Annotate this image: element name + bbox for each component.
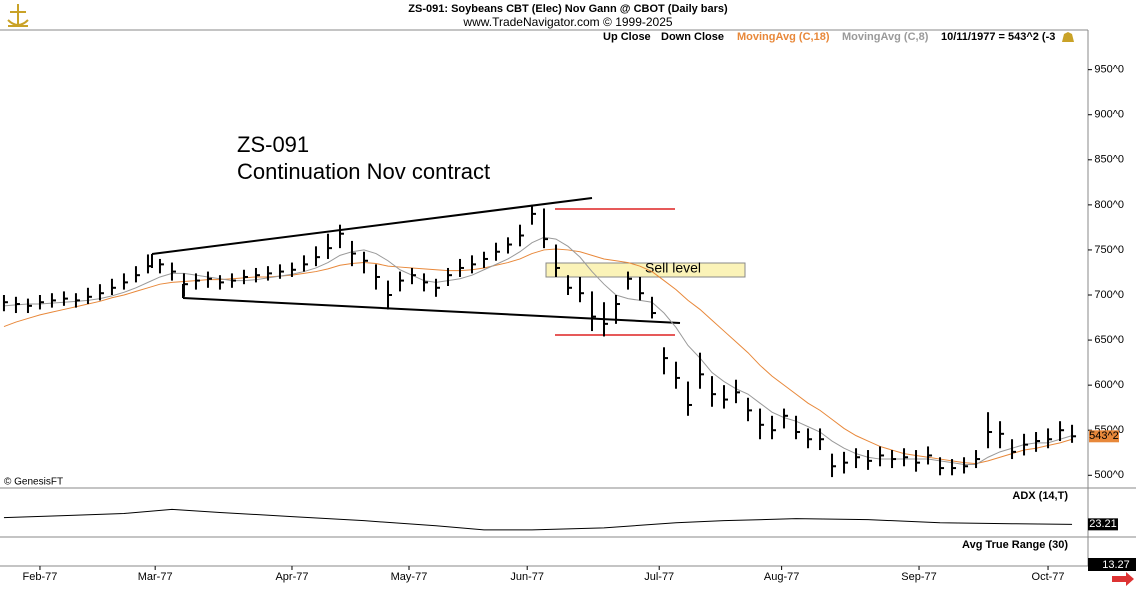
y-tick-label: 900^0 [1094, 109, 1124, 121]
adx-label: ADX (14,T) [1012, 490, 1068, 502]
logo [7, 4, 29, 27]
y-tick-label: 950^0 [1094, 64, 1124, 76]
atr-label: Avg True Range (30) [962, 539, 1068, 551]
y-tick-label: 650^0 [1094, 334, 1124, 346]
legend-ma18: MovingAvg (C,18) [737, 31, 830, 43]
atr-value: 13.27 [1102, 559, 1130, 571]
atr-tag [1088, 558, 1136, 571]
y-tick-label: 600^0 [1094, 379, 1124, 391]
status: 10/11/1977 = 543^2 (-3 [941, 31, 1055, 43]
trendline [182, 297, 681, 324]
moving-average [3, 248, 1073, 465]
x-tick-label: Oct-77 [1032, 571, 1065, 583]
x-tick-label: Aug-77 [764, 571, 799, 583]
y-tick-label: 700^0 [1094, 289, 1124, 301]
price-tag-label: 543^2 [1089, 430, 1119, 442]
alert-bell[interactable] [1062, 32, 1074, 42]
x-tick-label: Sep-77 [901, 571, 936, 583]
trendline [151, 197, 593, 255]
legend-down: Down Close [661, 31, 724, 43]
x-tick-label: Jul-77 [644, 571, 674, 583]
x-tick-label: May-77 [391, 571, 428, 583]
x-tick-label: Feb-77 [23, 571, 58, 583]
y-tick-label: 850^0 [1094, 154, 1124, 166]
x-tick-label: Jun-77 [510, 571, 544, 583]
x-tick-label: Mar-77 [138, 571, 173, 583]
adx-tag [1088, 518, 1118, 531]
legend-up: Up Close [603, 31, 651, 43]
header-source: www.TradeNavigator.com © 1999-2025 [462, 15, 672, 29]
adx-line [3, 508, 1073, 531]
copyright: © GenesisFT [4, 477, 63, 488]
y-tick-label: 750^0 [1094, 244, 1124, 256]
annotation-subtitle: Continuation Nov contract [237, 159, 490, 184]
annotation-title: ZS-091 [237, 132, 309, 157]
legend-ma8: MovingAvg (C,8) [842, 31, 929, 43]
y-tick-label: 800^0 [1094, 199, 1124, 211]
y-tick-label: 500^0 [1094, 469, 1124, 481]
sell-label: Sell level [645, 260, 701, 276]
price-tag [1089, 430, 1119, 443]
header-title: ZS-091: Soybeans CBT (Elec) Nov Gann @ C… [408, 3, 728, 15]
x-tick-label: Apr-77 [275, 571, 308, 583]
adx-value: 23.21 [1089, 518, 1117, 530]
sell-box [545, 262, 746, 278]
scroll-arrow[interactable] [1112, 572, 1134, 586]
